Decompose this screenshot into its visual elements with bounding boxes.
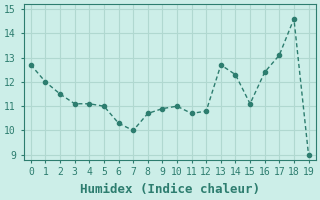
X-axis label: Humidex (Indice chaleur): Humidex (Indice chaleur) <box>80 183 260 196</box>
